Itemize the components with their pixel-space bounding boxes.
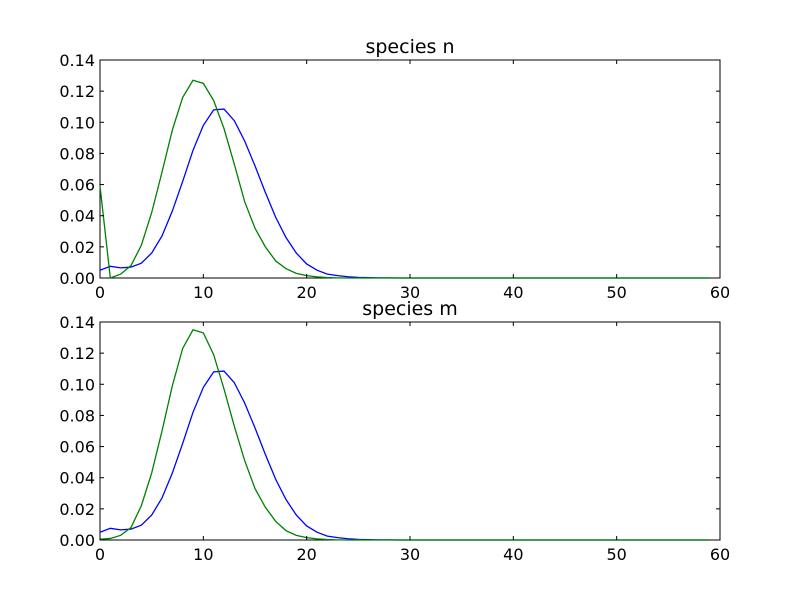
x-tick-label: 50 [606,545,626,564]
y-tick-label: 0.02 [59,238,95,257]
x-tick-label: 40 [503,283,523,302]
y-tick-label: 0.12 [59,344,95,363]
x-tick-label: 30 [400,545,420,564]
x-tick-label: 50 [606,283,626,302]
x-tick-label: 0 [95,545,105,564]
plot-frame [99,59,721,279]
y-tick-label: 0.14 [59,313,95,332]
subplot-species-m: species m 0 10 20 30 40 50 60 0.00 0.02 0.04 0.06 0… [59,298,730,564]
y-tick-label: 0.00 [59,531,95,550]
x-tick-label: 60 [710,545,730,564]
y-tick-label: 0.04 [59,207,95,226]
series-line-2 [99,329,710,541]
y-tick-label: 0.14 [59,51,95,70]
chart-title: species n [365,36,454,58]
x-tick-label: 10 [193,283,213,302]
y-tick-label: 0.10 [59,113,95,132]
chart-title: species m [362,298,458,320]
y-tick-label: 0.08 [59,144,95,163]
y-tick-label: 0.12 [59,82,95,101]
x-tick-label: 60 [710,283,730,302]
plot-frame [99,321,721,541]
x-tick-label: 40 [503,545,523,564]
subplot-species-n: species n 0 10 20 30 40 50 60 0.00 0.02 0.04 0.06 0… [59,36,730,302]
series-line-2 [99,79,710,279]
x-tick-label: 30 [400,283,420,302]
y-tick-label: 0.06 [59,176,95,195]
y-tick-label: 0.00 [59,269,95,288]
x-tick-label: 20 [296,283,316,302]
x-tick-label: 20 [296,545,316,564]
y-tick-label: 0.10 [59,375,95,394]
y-tick-label: 0.02 [59,500,95,519]
y-tick-label: 0.08 [59,406,95,425]
x-tick-label: 10 [193,545,213,564]
x-tick-label: 0 [95,283,105,302]
y-tick-label: 0.06 [59,438,95,457]
y-tick-label: 0.04 [59,469,95,488]
